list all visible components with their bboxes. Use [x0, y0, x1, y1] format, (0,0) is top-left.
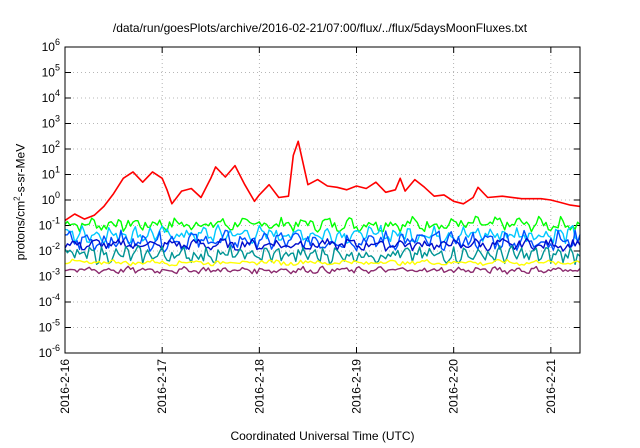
- x-tick-label: 2016-2-19: [350, 359, 364, 414]
- y-tick-label: 10-4: [39, 292, 60, 309]
- x-tick-label: 2016-2-21: [544, 359, 558, 414]
- y-tick-label: 10-6: [39, 343, 60, 360]
- series-line: [64, 229, 581, 253]
- x-axis-label: Coordinated Universal Time (UTC): [230, 429, 415, 443]
- series-line: [64, 215, 581, 233]
- series-line: [64, 224, 581, 245]
- x-tick-label: 2016-2-18: [252, 359, 266, 414]
- series-line: [64, 258, 581, 267]
- y-tick-label: 101: [42, 165, 60, 182]
- y-tick-label: 103: [42, 114, 60, 131]
- chart-title: /data/run/goesPlots/archive/2016-02-21/0…: [112, 21, 528, 35]
- y-tick-label: 106: [42, 37, 60, 54]
- series-line: [64, 140, 581, 222]
- series-line: [64, 237, 581, 252]
- y-tick-label: 10-5: [39, 318, 60, 335]
- series-line: [64, 245, 581, 266]
- plot-frame: [64, 46, 581, 354]
- y-axis-label: protons/cm2-s-sr-MeV: [12, 143, 28, 261]
- x-tick-label: 2016-2-17: [155, 359, 169, 414]
- y-tick-label: 10-1: [39, 216, 60, 233]
- y-tick-label: 100: [42, 190, 60, 207]
- y-tick-label: 105: [42, 63, 60, 80]
- series-line: [64, 265, 581, 275]
- y-tick-label: 10-2: [39, 241, 60, 258]
- x-tick-label: 2016-2-16: [58, 359, 72, 414]
- x-tick-label: 2016-2-20: [447, 359, 461, 414]
- y-tick-label: 10-3: [39, 267, 60, 284]
- y-tick-label: 102: [42, 139, 60, 156]
- y-tick-label: 104: [42, 88, 60, 105]
